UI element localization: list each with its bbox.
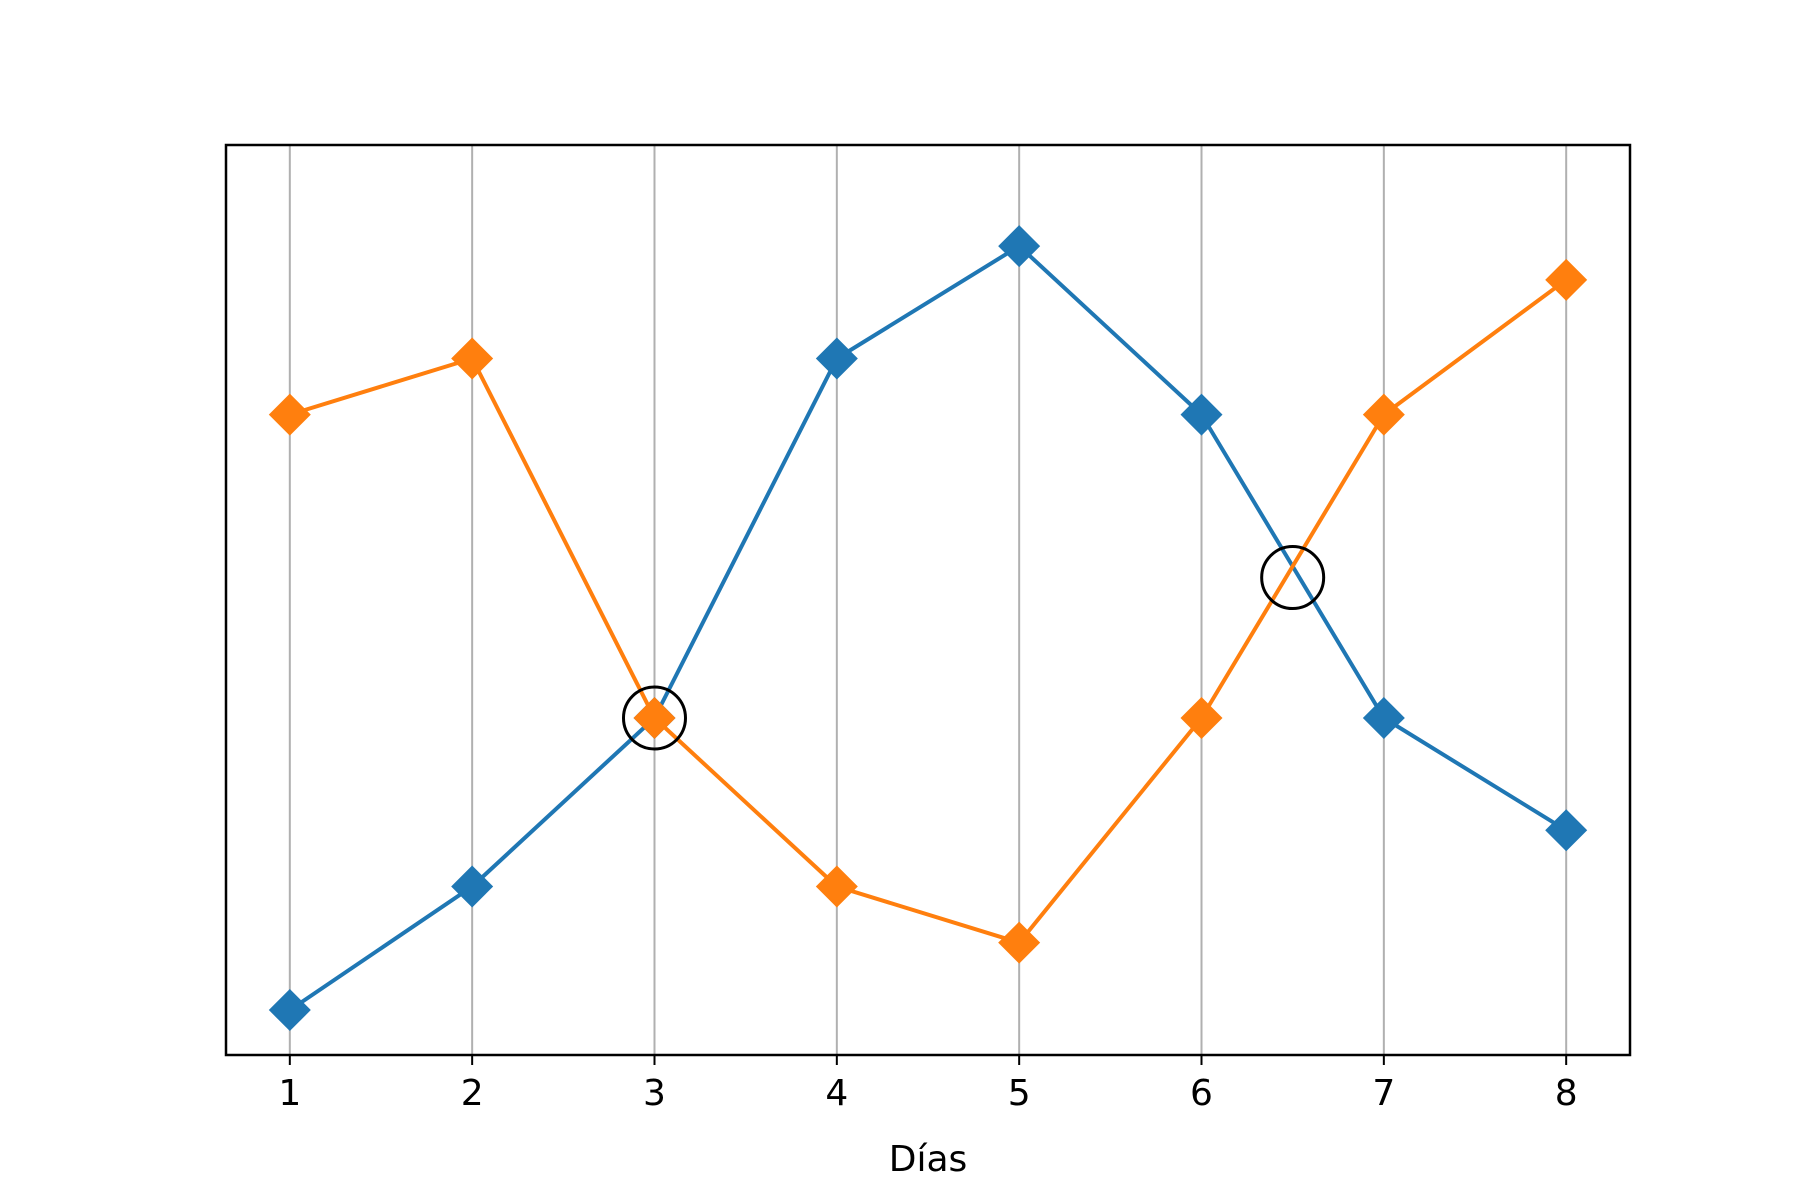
series-1-point (451, 865, 494, 908)
x-tick-label: 4 (825, 1073, 848, 1114)
series-2-point (1362, 393, 1405, 436)
series-1-point (268, 989, 311, 1032)
x-tick-label: 1 (278, 1073, 301, 1114)
grid-lines (288, 145, 1568, 1055)
series-2-point (268, 393, 311, 436)
x-tick-label: 2 (461, 1073, 484, 1114)
series-2-point (815, 865, 858, 908)
plot-series (268, 225, 1588, 1032)
series-2-line (289, 278, 1568, 945)
x-tick-label: 5 (1008, 1073, 1031, 1114)
series-1-point (815, 337, 858, 380)
x-tick-label: 7 (1372, 1073, 1395, 1114)
plot-frame (224, 143, 1632, 1057)
series-1-line (288, 244, 1568, 1012)
x-tick-label: 3 (643, 1073, 666, 1114)
series-2-point (998, 921, 1041, 964)
intersection-circle (621, 685, 687, 751)
intersection-circle (1260, 545, 1326, 611)
x-tick-label: 8 (1555, 1073, 1578, 1114)
annotations (621, 545, 1326, 751)
series-2-point (1545, 258, 1588, 301)
series-1-point (1362, 696, 1405, 739)
series-1-point (998, 225, 1041, 268)
series-2-point (1180, 696, 1223, 739)
series-2 (268, 258, 1588, 964)
series-2-point (633, 696, 676, 739)
x-axis-ticks: 1 2 3 4 5 6 7 8 (278, 1055, 1578, 1114)
x-tick-label: 6 (1190, 1073, 1213, 1114)
x-axis-label: Días (889, 1139, 968, 1180)
series-2-point (451, 337, 494, 380)
series-1-point (1545, 809, 1588, 852)
series-1-point (1180, 393, 1223, 436)
